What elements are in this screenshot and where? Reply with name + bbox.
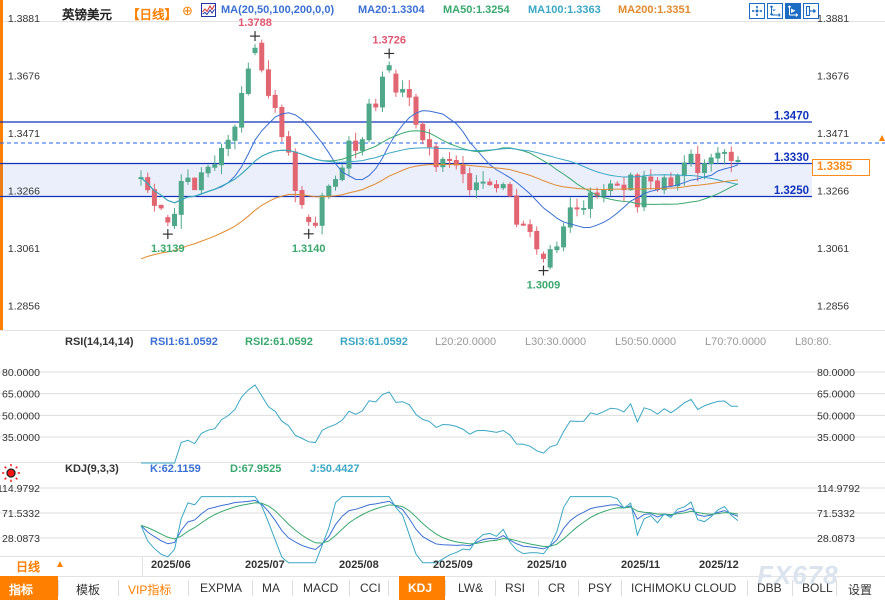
svg-text:1.3471: 1.3471	[8, 128, 40, 140]
svg-text:L70:70.0000: L70:70.0000	[705, 336, 766, 348]
svg-text:J:50.4427: J:50.4427	[310, 463, 360, 475]
svg-text:1.3061: 1.3061	[817, 243, 849, 255]
svg-text:L30:30.0000: L30:30.0000	[525, 336, 586, 348]
svg-text:1.3470: 1.3470	[774, 111, 809, 123]
svg-text:1.3139: 1.3139	[151, 243, 185, 255]
svg-text:1.3676: 1.3676	[817, 71, 849, 83]
svg-text:1.3140: 1.3140	[292, 243, 326, 255]
svg-text:L80:80.: L80:80.	[795, 336, 832, 348]
svg-text:1.2856: 1.2856	[8, 301, 40, 313]
svg-text:50.0000: 50.0000	[2, 410, 40, 422]
svg-text:50.0000: 50.0000	[817, 410, 855, 422]
svg-text:1.3788: 1.3788	[238, 17, 272, 29]
svg-text:28.0873: 28.0873	[2, 533, 40, 545]
svg-text:1.3330: 1.3330	[774, 152, 809, 164]
svg-text:1.3266: 1.3266	[8, 186, 40, 198]
svg-text:L50:50.0000: L50:50.0000	[615, 336, 676, 348]
svg-text:1.3676: 1.3676	[8, 71, 40, 83]
svg-text:D:67.9525: D:67.9525	[230, 463, 281, 475]
svg-text:L20:20.0000: L20:20.0000	[435, 336, 496, 348]
svg-text:35.0000: 35.0000	[817, 432, 855, 444]
svg-text:1.3881: 1.3881	[817, 13, 849, 25]
svg-text:114.9792: 114.9792	[0, 483, 40, 495]
svg-text:K:62.1159: K:62.1159	[150, 463, 201, 475]
svg-text:1.3266: 1.3266	[817, 186, 849, 198]
svg-text:1.3009: 1.3009	[527, 280, 561, 292]
svg-text:65.0000: 65.0000	[817, 389, 855, 401]
svg-text:71.5332: 71.5332	[2, 508, 40, 520]
svg-text:1.3250: 1.3250	[774, 185, 809, 197]
svg-text:1.3061: 1.3061	[8, 243, 40, 255]
svg-text:1.3726: 1.3726	[372, 34, 406, 46]
svg-text:80.0000: 80.0000	[2, 367, 40, 379]
svg-text:1.3881: 1.3881	[8, 13, 40, 25]
svg-text:RSI2:61.0592: RSI2:61.0592	[245, 336, 313, 348]
svg-text:80.0000: 80.0000	[817, 367, 855, 379]
svg-text:35.0000: 35.0000	[2, 432, 40, 444]
svg-text:65.0000: 65.0000	[2, 389, 40, 401]
svg-text:1.3471: 1.3471	[817, 128, 849, 140]
svg-text:KDJ(9,3,3): KDJ(9,3,3)	[65, 463, 119, 475]
svg-text:RSI1:61.0592: RSI1:61.0592	[150, 336, 218, 348]
svg-text:RSI(14,14,14): RSI(14,14,14)	[65, 336, 134, 348]
svg-text:RSI3:61.0592: RSI3:61.0592	[340, 336, 408, 348]
svg-text:71.5332: 71.5332	[817, 508, 855, 520]
svg-text:114.9792: 114.9792	[817, 483, 860, 495]
svg-text:28.0873: 28.0873	[817, 533, 855, 545]
svg-text:1.2856: 1.2856	[817, 301, 849, 313]
